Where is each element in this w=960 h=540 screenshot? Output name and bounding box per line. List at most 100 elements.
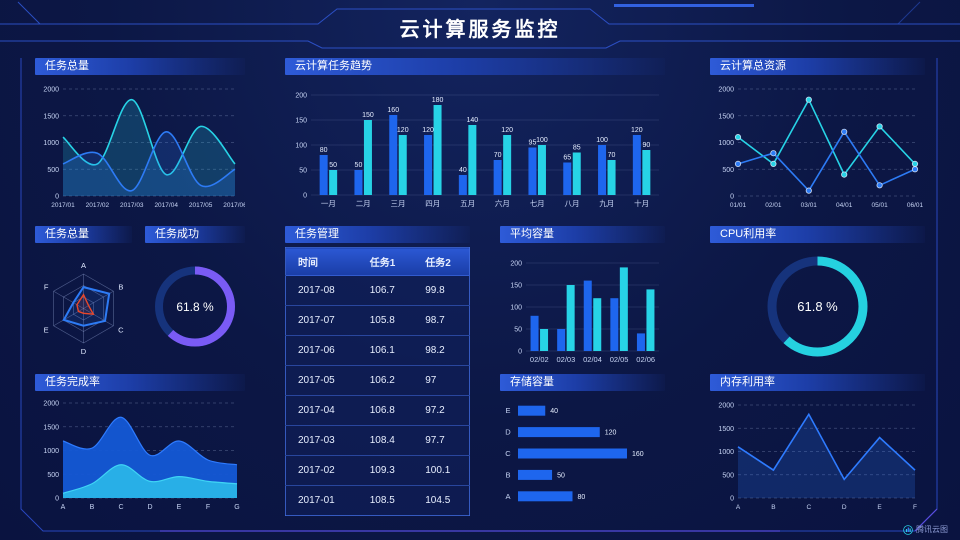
table-cell: 2017-05 [285,365,358,396]
svg-text:三月: 三月 [391,199,406,208]
table-cell: 109.3 [357,455,414,486]
svg-text:0: 0 [55,194,59,201]
table-cell: 2017-03 [285,425,358,456]
svg-text:1500: 1500 [718,113,734,120]
svg-text:160: 160 [632,451,644,458]
svg-text:100: 100 [295,143,307,150]
svg-text:100: 100 [510,305,522,312]
table-cell: 108.5 [357,485,414,516]
svg-text:五月: 五月 [460,199,475,208]
svg-text:九月: 九月 [599,199,614,208]
svg-text:1000: 1000 [718,449,734,456]
panel-task-success-gauge: 任务成功 61.8 % [145,226,245,366]
table-row: 2017-01 108.5 104.5 [285,485,470,516]
svg-text:1500: 1500 [718,426,734,433]
svg-text:四月: 四月 [425,199,440,208]
svg-text:一月: 一月 [321,199,336,208]
svg-text:40: 40 [550,408,558,415]
svg-text:100: 100 [596,137,608,144]
svg-text:2000: 2000 [43,87,59,94]
table-cell: 106.2 [357,365,414,396]
average-capacity-bar-chart: 0 50 100 150 200 02/02 02/03 02/04 02/05 02/06 [500,247,665,366]
svg-text:180: 180 [432,97,444,104]
svg-text:500: 500 [722,472,734,479]
column-header: 任务1 [357,247,414,276]
table-cell: 106.7 [357,275,414,306]
svg-text:1000: 1000 [718,140,734,147]
svg-text:B: B [771,504,775,511]
table-cell: 2017-04 [285,395,358,426]
svg-text:95: 95 [529,140,537,147]
svg-text:61.8 %: 61.8 % [176,300,214,314]
svg-text:F: F [206,504,210,511]
panel-title: 云计算任务趋势 [285,58,665,75]
task-total-line-chart: 0 500 1000 1500 2000 2017/01 2017/02 2017/03 201… [35,79,245,210]
svg-text:50: 50 [557,472,565,479]
panel-task-management-table: 任务管理 时间 任务1 任务2 2017-08 106.7 99.8 2017-07 105.… [285,226,470,516]
panel-title: CPU利用率 [710,226,925,243]
panel-average-capacity: 平均容量 0 50 100 150 200 02/02 02/03 02/04 02/05 02/… [500,226,665,366]
svg-text:2017/05: 2017/05 [189,202,213,209]
svg-text:F: F [44,282,49,291]
svg-text:C: C [806,504,811,511]
svg-text:04/01: 04/01 [836,202,853,209]
svg-text:70: 70 [494,152,502,159]
table-cell: 106.8 [357,395,414,426]
svg-text:2000: 2000 [43,401,59,408]
panel-title: 任务成功 [145,226,245,243]
memory-usage-line-chart: 0 500 1000 1500 2000 A B C D E F [710,395,925,512]
panel-title: 内存利用率 [710,374,925,391]
svg-text:七月: 七月 [530,199,545,208]
table-cell: 104.5 [413,485,470,516]
table-row: 2017-08 106.7 99.8 [285,275,470,306]
svg-text:D: D [505,428,511,437]
table-cell: 98.7 [413,305,470,336]
page-title: 云计算服务监控 [399,19,561,41]
svg-text:2000: 2000 [718,403,734,410]
panel-cloud-total-resources: 云计算总资源 0 500 1000 1500 2000 01/01 02/01 03/01 04… [710,58,925,210]
panel-memory-usage: 内存利用率 0 500 1000 1500 2000 A B C D E F [710,374,925,512]
svg-text:1000: 1000 [43,140,59,147]
table-row: 2017-06 106.1 98.2 [285,335,470,366]
svg-text:A: A [736,504,741,511]
table-row: 2017-02 109.3 100.1 [285,455,470,486]
panel-cloud-task-trend: 云计算任务趋势 0 50 100 150 200 一月 二月 三月 四月 五月 六月 七月 八月 九月 十月… [285,58,665,210]
panel-cpu-usage-gauge: CPU利用率 61.8 % [710,226,925,366]
panel-task-total-radar: 任务总量 A B C D E F [35,226,132,366]
svg-text:85: 85 [573,145,581,152]
svg-text:120: 120 [605,430,617,437]
data-table: 时间 任务1 任务2 2017-08 106.7 99.8 2017-07 105.8 98.7… [285,247,470,516]
storage-capacity-hbar-chart: E 40 D 120 C 160 B 50 A 80 [500,395,665,512]
svg-text:70: 70 [608,152,616,159]
column-header: 任务2 [413,247,470,276]
svg-text:02/05: 02/05 [610,355,629,364]
cloud-task-trend-bar-chart: 0 50 100 150 200 一月 二月 三月 四月 五月 六月 七月 八月 九月 十月 80 50 160 1… [285,79,665,210]
table-cell: 2017-07 [285,305,358,336]
brand-watermark-label: 腾讯云图 [916,525,948,534]
svg-text:140: 140 [467,117,479,124]
svg-text:D: D [147,504,152,511]
svg-text:E: E [505,406,510,415]
table-row: 2017-07 105.8 98.7 [285,305,470,336]
svg-text:50: 50 [514,327,522,334]
table-row: 2017-03 108.4 97.7 [285,425,470,456]
svg-text:120: 120 [631,127,643,134]
svg-text:0: 0 [730,194,734,201]
svg-text:120: 120 [422,127,434,134]
svg-text:01/01: 01/01 [730,202,747,209]
svg-text:40: 40 [459,167,467,174]
svg-text:0: 0 [730,496,734,503]
brand-logo-icon [903,524,913,535]
table-cell: 2017-02 [285,455,358,486]
svg-text:90: 90 [642,142,650,149]
table-row: 2017-04 106.8 97.2 [285,395,470,426]
svg-text:500: 500 [47,167,59,174]
svg-text:02/01: 02/01 [765,202,782,209]
svg-text:E: E [177,504,182,511]
column-header: 时间 [285,247,358,276]
table-cell: 105.8 [357,305,414,336]
svg-text:150: 150 [510,283,522,290]
svg-text:2000: 2000 [718,87,734,94]
table-row: 2017-05 106.2 97 [285,365,470,396]
table-cell: 100.1 [413,455,470,486]
